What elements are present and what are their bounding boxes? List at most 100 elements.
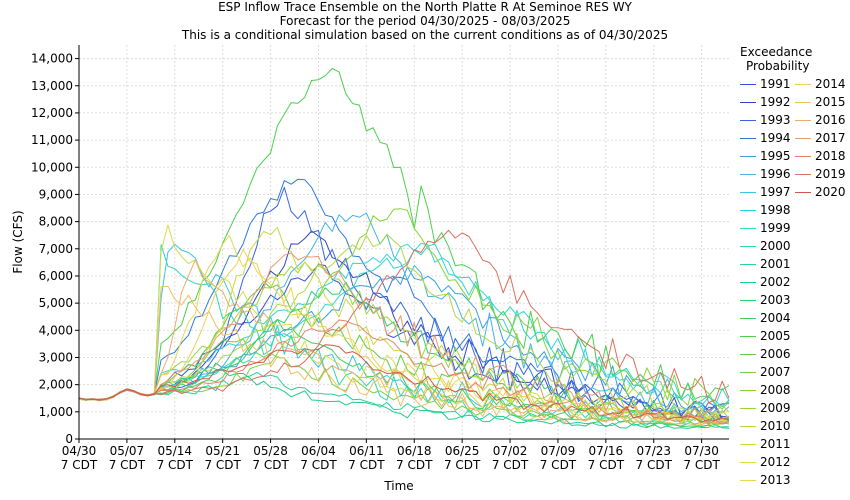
legend-swatch <box>740 102 756 103</box>
series-line-2010 <box>78 233 730 418</box>
legend-label: 2012 <box>760 455 791 469</box>
legend-swatch <box>740 480 756 481</box>
x-tick-label-time: 7 CDT <box>540 458 577 472</box>
legend-swatch <box>740 228 756 229</box>
series-line-2015 <box>78 285 730 426</box>
axes: 0 1,000 2,000 3,000 4,000 5,000 6,000 7,000 8,00… <box>11 45 729 493</box>
legend-label: 2004 <box>760 311 791 325</box>
x-tick-label-time: 7 CDT <box>204 458 241 472</box>
legend-swatch <box>740 264 756 265</box>
legend-label: 2015 <box>815 95 846 109</box>
y-tick-label: 10,000 <box>31 160 73 174</box>
x-tick-label-time: 7 CDT <box>683 458 720 472</box>
legend-label: 1991 <box>760 77 791 91</box>
y-tick-label: 13,000 <box>31 79 73 93</box>
legend-swatch <box>740 372 756 373</box>
x-tick-label-time: 7 CDT <box>492 458 529 472</box>
x-tick-label-time: 7 CDT <box>348 458 385 472</box>
legend-swatch <box>740 318 756 319</box>
legend-label: 2017 <box>815 131 846 145</box>
series-line-1993 <box>78 186 730 421</box>
legend-swatch <box>740 354 756 355</box>
x-tick-label-date: 06/04 <box>301 444 336 458</box>
legend-label: 2020 <box>815 185 846 199</box>
x-tick-label-date: 07/16 <box>589 444 624 458</box>
series-line-2002 <box>78 366 730 429</box>
legend-label: 2006 <box>760 347 791 361</box>
legend-label: 1996 <box>760 167 791 181</box>
legend-swatch <box>795 102 811 103</box>
legend-label: 1997 <box>760 185 791 199</box>
legend-title-line-2: Probability <box>746 59 810 73</box>
y-tick-label: 4,000 <box>39 323 73 337</box>
x-tick-label-date: 07/30 <box>684 444 719 458</box>
legend-label: 2011 <box>760 437 791 451</box>
x-tick-label-date: 05/28 <box>253 444 288 458</box>
legend-swatch <box>740 138 756 139</box>
legend-swatch <box>795 156 811 157</box>
y-tick-label: 1,000 <box>39 405 73 419</box>
y-tick-label: 2,000 <box>39 378 73 392</box>
chart-title-block: ESP Inflow Trace Ensemble on the North P… <box>0 0 850 42</box>
y-tick-label: 12,000 <box>31 106 73 120</box>
legend-label: 1995 <box>760 149 791 163</box>
series-line-2008 <box>78 208 730 410</box>
legend-label: 2005 <box>760 329 791 343</box>
legend-swatch <box>740 192 756 193</box>
y-tick-label: 3,000 <box>39 350 73 364</box>
legend-swatch <box>740 282 756 283</box>
series-line-2019 <box>78 229 730 404</box>
legend-swatch <box>740 210 756 211</box>
x-tick-label-time: 7 CDT <box>636 458 673 472</box>
legend-swatch <box>740 300 756 301</box>
legend-swatch <box>795 138 811 139</box>
legend-label: 1999 <box>760 221 791 235</box>
y-tick-label: 8,000 <box>39 215 73 229</box>
chart-title: ESP Inflow Trace Ensemble on the North P… <box>218 0 632 14</box>
legend-label: 2016 <box>815 113 846 127</box>
x-tick-label-date: 05/07 <box>110 444 145 458</box>
legend-swatch <box>740 84 756 85</box>
x-tick-label-time: 7 CDT <box>300 458 337 472</box>
series-lines <box>78 68 730 429</box>
y-tick-label: 7,000 <box>39 242 73 256</box>
y-tick-label: 11,000 <box>31 133 73 147</box>
x-tick-label-time: 7 CDT <box>109 458 146 472</box>
series-line-2017 <box>78 252 730 420</box>
y-tick-label: 6,000 <box>39 269 73 283</box>
legend-title-line-1: Exceedance <box>740 45 813 59</box>
legend-swatch <box>740 390 756 391</box>
legend-label: 2000 <box>760 239 791 253</box>
x-tick-label-time: 7 CDT <box>444 458 481 472</box>
y-tick-label: 5,000 <box>39 296 73 310</box>
legend-swatch <box>795 84 811 85</box>
x-tick-label-time: 7 CDT <box>61 458 98 472</box>
series-line-2014 <box>78 249 730 421</box>
x-tick-label-time: 7 CDT <box>588 458 625 472</box>
legend-label: 2013 <box>760 473 791 487</box>
x-tick-label-date: 06/18 <box>397 444 432 458</box>
x-tick-label-time: 7 CDT <box>252 458 289 472</box>
x-tick-label-date: 07/09 <box>541 444 576 458</box>
chart-subtitle-2: This is a conditional simulation based o… <box>181 28 669 42</box>
y-tick-label: 0 <box>65 432 73 446</box>
legend-label: 1993 <box>760 113 791 127</box>
legend-label: 2018 <box>815 149 846 163</box>
legend-swatch <box>795 174 811 175</box>
chart-subtitle-1: Forecast for the period 04/30/2025 - 08/… <box>279 14 571 28</box>
legend-swatch <box>740 246 756 247</box>
legend-label: 2008 <box>760 383 791 397</box>
legend-label: 2003 <box>760 293 791 307</box>
x-tick-label-time: 7 CDT <box>396 458 433 472</box>
legend-swatch <box>740 426 756 427</box>
series-line-1994 <box>78 178 730 415</box>
series-line-2012 <box>78 224 730 423</box>
legend-swatch <box>740 174 756 175</box>
x-tick-label-date: 07/23 <box>636 444 671 458</box>
series-line-2018 <box>78 319 730 425</box>
legend-label: 2007 <box>760 365 791 379</box>
legend-swatch <box>740 444 756 445</box>
x-tick-label-date: 06/25 <box>445 444 480 458</box>
legend-swatch <box>740 120 756 121</box>
legend-swatch <box>740 336 756 337</box>
